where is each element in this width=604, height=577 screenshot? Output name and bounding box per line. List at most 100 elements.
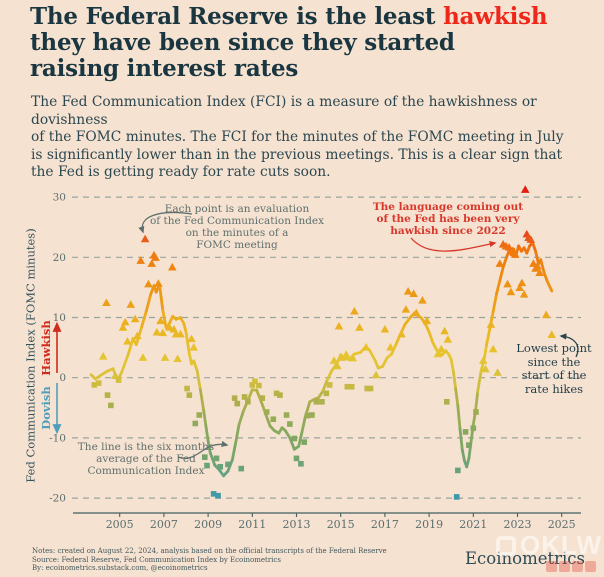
fci-average-line-segment — [321, 378, 329, 393]
fci-point-triangle — [348, 353, 358, 362]
annotation-language-hawkish: The language coming out of the Fed has b… — [372, 201, 524, 237]
y-tick-label: 0 — [59, 372, 66, 384]
annotation-lowest-point: Lowest point since the start of the rate… — [516, 341, 592, 396]
fci-point-triangle — [110, 371, 120, 379]
fci-point-triangle — [380, 324, 390, 333]
y-tick-label: -20 — [49, 493, 66, 505]
fci-point-triangle — [123, 336, 132, 345]
fci-point-triangle — [547, 330, 557, 338]
fci-point-triangle — [526, 235, 536, 243]
fci-point-square — [367, 385, 374, 392]
fci-point-square — [462, 429, 469, 435]
fci-point-square — [283, 412, 290, 418]
fci-point-triangle — [334, 321, 344, 330]
fci-point-square — [293, 455, 300, 462]
fci-point-triangle — [409, 289, 418, 298]
language-arrow-icon — [410, 237, 497, 252]
x-tick-label: 2011 — [238, 518, 266, 531]
y-tick-label: 30 — [53, 192, 66, 204]
fci-point-triangle — [160, 353, 170, 361]
fci-point-square — [215, 492, 221, 499]
fci-point-triangle — [120, 317, 130, 326]
fci-point-square — [304, 412, 311, 419]
fci-average-line-segment — [284, 429, 292, 440]
fci-point-triangle — [403, 287, 413, 295]
fci-average-line-segment — [120, 352, 130, 374]
fci-average-line-segment — [264, 412, 272, 428]
fci-point-square — [313, 398, 320, 405]
fci-point-triangle — [433, 349, 443, 358]
fci-average-line-segment — [534, 249, 540, 266]
fci-average-line-segment — [452, 370, 457, 390]
fci-point-triangle — [481, 364, 490, 373]
fci-point-triangle — [138, 353, 148, 361]
fci-point-triangle — [440, 326, 449, 335]
fci-point-square — [453, 494, 460, 500]
fci-point-square — [192, 420, 199, 427]
fci-average-line-segment — [454, 387, 460, 407]
fci-point-square — [91, 382, 98, 388]
title-line1-text: The Federal Reserve is the least — [30, 3, 444, 30]
fci-point-triangle — [478, 356, 488, 364]
x-tick-label: 2015 — [327, 518, 355, 531]
fci-point-triangle — [98, 352, 108, 360]
x-axis: 2005 2007 2009 2011 2013 2015 2017 2019 2021 2023… — [73, 512, 581, 531]
each-point-arrow-icon — [138, 211, 193, 234]
y-tick-label: 10 — [53, 312, 66, 324]
fci-point-square — [270, 416, 277, 423]
fci-point-triangle — [165, 323, 174, 331]
fci-point-triangle — [167, 262, 177, 271]
fci-average-line-segment — [246, 388, 254, 402]
fci-point-square — [196, 412, 203, 418]
fci-average-line-segment — [485, 326, 492, 346]
fci-point-triangle — [154, 279, 163, 287]
fci-point-square — [115, 377, 122, 383]
fci-point-triangle — [436, 344, 446, 353]
fci-point-square — [323, 390, 330, 397]
title-line-3: raising interest rates — [30, 55, 299, 82]
fci-point-square — [249, 382, 256, 388]
fci-point-square — [466, 442, 472, 448]
fci-point-triangle — [517, 278, 527, 287]
fci-point-square — [309, 412, 315, 418]
fci-average-line-segment — [144, 293, 152, 313]
x-tick-label: 2019 — [415, 518, 443, 531]
fci-average-line-segment — [158, 283, 165, 312]
fci-average-line-segment — [458, 427, 464, 452]
hawkish-direction-label: Hawkish — [39, 320, 53, 376]
fci-point-triangle — [152, 327, 162, 336]
fci-average-line-segment — [491, 292, 498, 313]
title-line-1: The Federal Reserve is the least hawkish — [30, 4, 590, 30]
fci-point-triangle — [535, 268, 544, 276]
fci-point-square — [104, 392, 111, 398]
fci-chart: 30 20 10 0 -10 -20 2005 2007 2009 2011 2013 2015 20… — [0, 177, 604, 545]
fci-point-triangle — [397, 329, 406, 338]
fci-point-triangle — [144, 279, 153, 288]
line-average-arrow-icon — [177, 440, 229, 459]
fci-average-line-segment — [199, 388, 206, 413]
fci-point-triangle — [337, 353, 347, 361]
fci-average-line-segment — [476, 370, 483, 393]
fci-point-triangle — [136, 256, 145, 264]
fci-average-line-segment — [498, 266, 505, 283]
fci-point-triangle — [520, 185, 530, 193]
fci-point-square — [108, 402, 114, 409]
fci-point-triangle — [350, 306, 359, 315]
fci-average-line-segment — [542, 270, 549, 283]
fci-point-square — [259, 395, 266, 401]
fci-point-triangle — [133, 331, 142, 340]
fci-point-triangle — [422, 316, 432, 325]
x-tick-label: 2017 — [371, 518, 399, 531]
fci-point-square — [326, 382, 333, 388]
x-tick-label: 2023 — [504, 518, 532, 531]
fci-point-triangle — [333, 361, 342, 370]
fci-average-line-segment — [297, 430, 304, 448]
fci-point-triangle — [130, 314, 140, 323]
page-title: The Federal Reserve is the least hawkish… — [30, 4, 590, 82]
fci-point-triangle — [341, 350, 351, 358]
fci-point-square — [241, 394, 248, 400]
fci-point-square — [291, 435, 298, 442]
y-tick-label: 20 — [53, 252, 66, 264]
fci-point-square — [184, 385, 190, 392]
fci-point-triangle — [519, 290, 529, 298]
